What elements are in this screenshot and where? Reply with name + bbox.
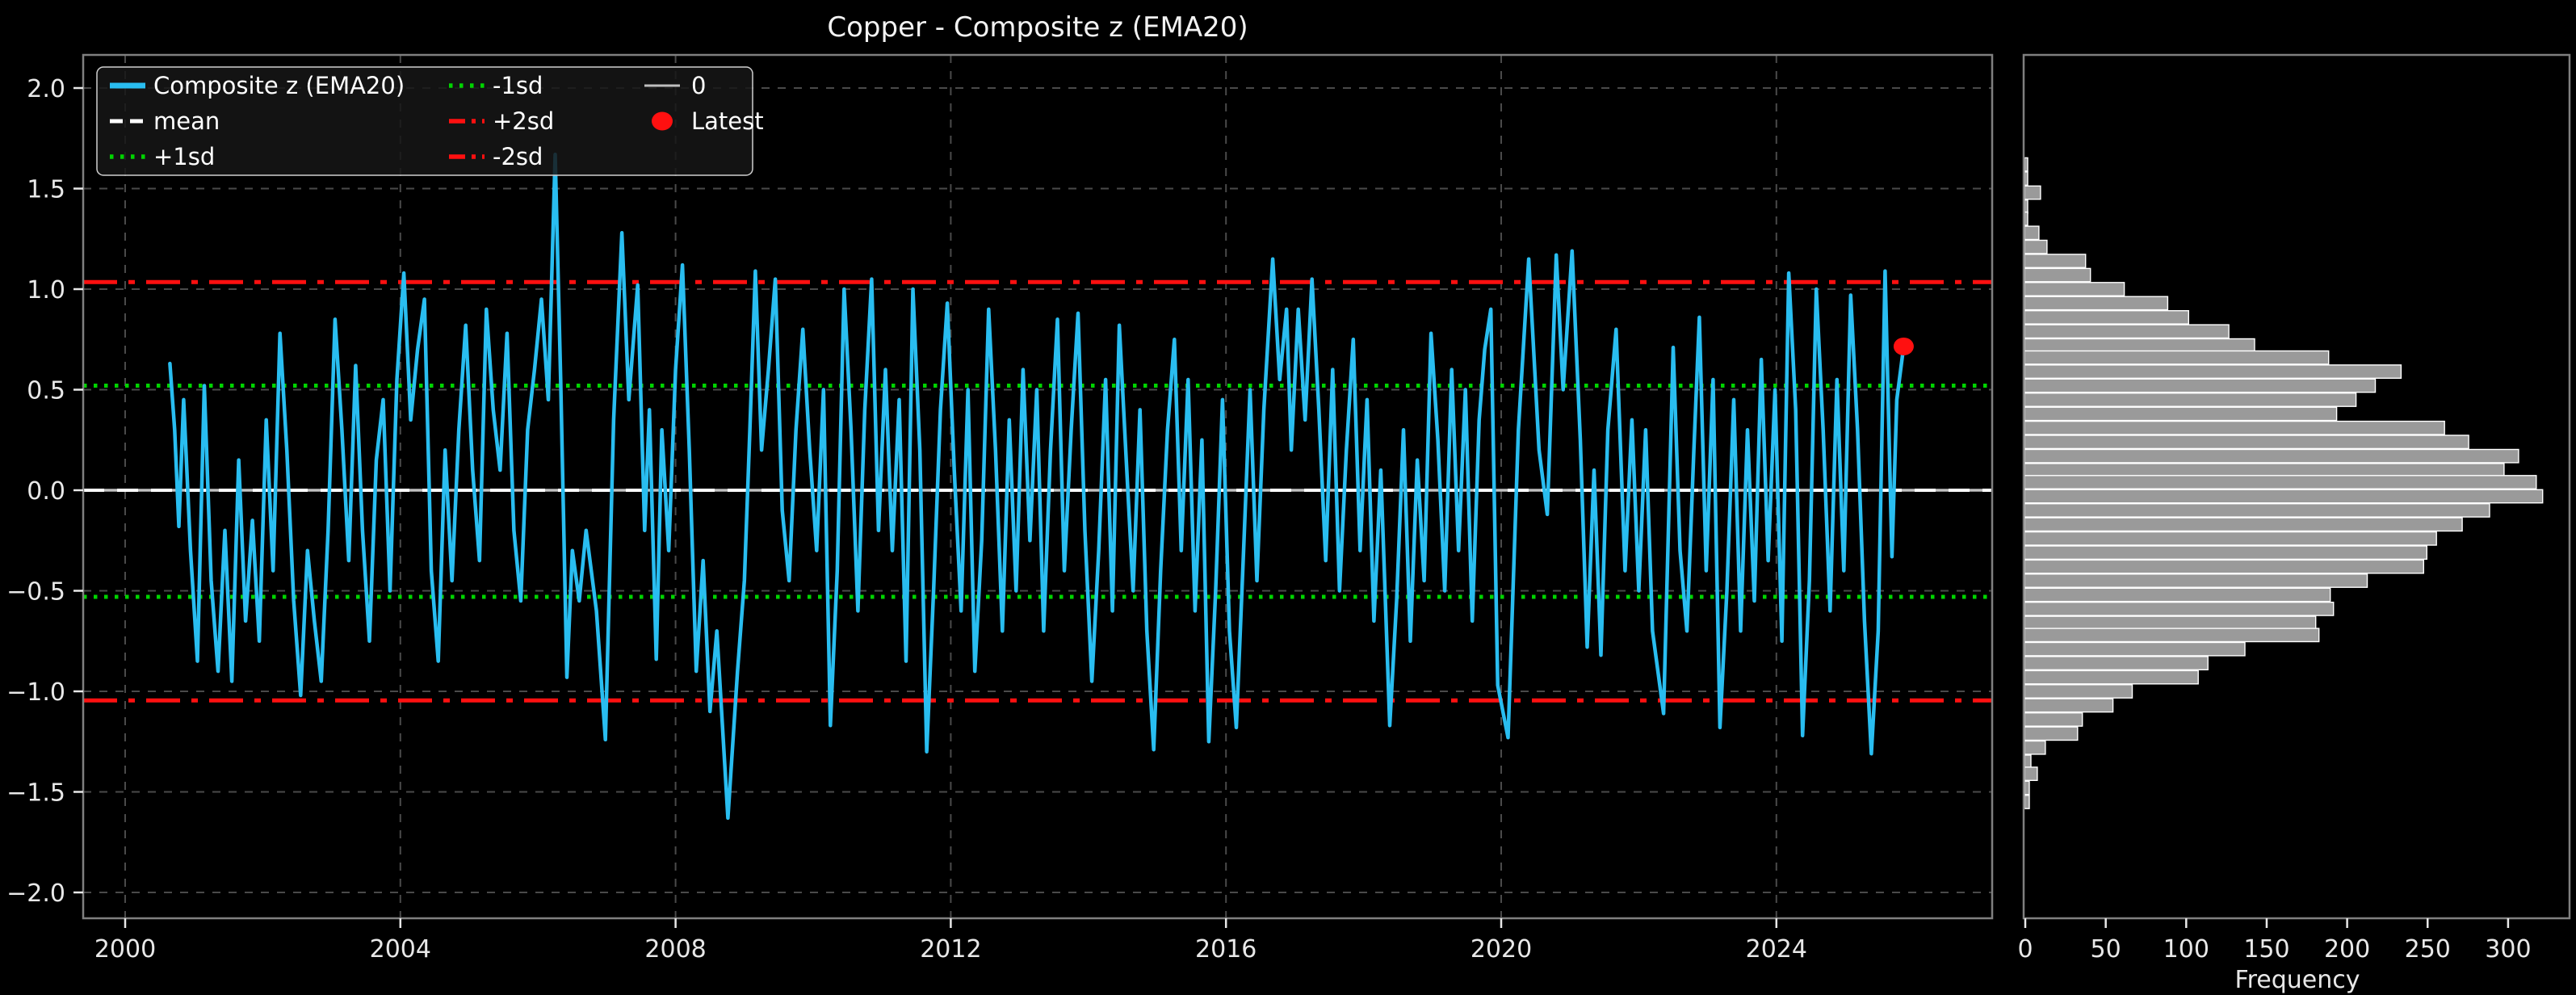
x-tick-label: 2008 [644, 935, 706, 964]
histogram-bar [2024, 754, 2032, 770]
histogram-xlabel: Frequency [2234, 966, 2360, 994]
histogram-bar [2024, 766, 2038, 782]
hist-x-tick-label: 0 [2017, 935, 2033, 964]
y-tick-label: 0.5 [27, 377, 65, 405]
y-tick-label: 1.0 [27, 276, 65, 304]
legend-label: 0 [691, 72, 706, 99]
legend-label: +2sd [493, 107, 554, 135]
histogram-bars [2024, 157, 2544, 809]
histogram-bar [2024, 364, 2402, 379]
histogram-bar [2024, 448, 2519, 464]
legend-label: +1sd [153, 143, 215, 170]
y-tick-label: −0.5 [6, 578, 65, 607]
histogram-bar [2024, 310, 2190, 325]
histogram-bar [2024, 185, 2041, 200]
x-tick-label: 2016 [1195, 935, 1257, 964]
histogram-bar [2024, 503, 2490, 518]
histogram-bar [2024, 656, 2209, 671]
histogram-bar [2024, 475, 2537, 489]
x-tick-label: 2020 [1471, 935, 1532, 964]
reference-lines [83, 279, 1992, 703]
histogram-bar [2024, 157, 2028, 172]
legend-box [96, 66, 753, 176]
histogram-bar [2024, 740, 2046, 755]
y-tick-label: −1.0 [6, 678, 65, 707]
legend-label: Latest [691, 107, 764, 135]
histogram-bar [2024, 684, 2133, 699]
hist-spines [2022, 53, 2571, 920]
histogram-bar [2024, 435, 2469, 450]
legend-label: -2sd [493, 143, 543, 170]
hist-x-tick-label: 50 [2091, 935, 2121, 964]
latest-point [1893, 337, 1914, 355]
histogram-bar [2024, 171, 2028, 186]
y-tick-label: −1.5 [6, 779, 65, 808]
histogram-bar [2024, 698, 2114, 713]
chart-title: Copper - Composite z (EMA20) [827, 11, 1248, 44]
hist-x-tick-label: 100 [2163, 935, 2209, 964]
series-line [168, 152, 1906, 821]
histogram-bar [2024, 378, 2377, 393]
histogram-bar [2024, 406, 2338, 422]
histogram-bar [2024, 615, 2317, 631]
histogram-bar [2024, 267, 2091, 283]
y-tick-label: 1.5 [27, 176, 65, 204]
legend-label: -1sd [493, 72, 543, 99]
histogram-bar [2024, 517, 2463, 532]
histogram-bar [2024, 602, 2335, 616]
histogram-bar [2024, 199, 2028, 214]
x-tick-label: 2004 [370, 935, 431, 964]
histogram-bar [2024, 489, 2544, 504]
histogram-bar [2024, 420, 2445, 435]
histogram-bar [2024, 726, 2079, 741]
legend-label: Composite z (EMA20) [153, 72, 405, 99]
histogram-bar [2024, 296, 2169, 311]
histogram-bar [2024, 239, 2048, 254]
histogram-bar [2024, 338, 2255, 353]
histogram-bar [2024, 350, 2330, 365]
legend-label: mean [153, 107, 220, 135]
histogram-bar [2024, 463, 2505, 478]
histogram-bar [2024, 559, 2424, 574]
hist-x-tick-label: 250 [2405, 935, 2451, 964]
histogram-bar [2024, 225, 2040, 241]
grid-layer [83, 55, 1992, 918]
legend-marker-latest [652, 111, 673, 131]
legend: Composite z (EMA20) mean +1sd -1sd +2sd -2sd 0… [96, 66, 764, 176]
histogram-bar [2024, 393, 2357, 407]
y-tick-label: 2.0 [27, 75, 65, 103]
histogram-bar [2024, 545, 2427, 560]
histogram-bar [2024, 712, 2083, 727]
histogram-bar [2024, 531, 2437, 546]
hist-x-tick-label: 300 [2485, 935, 2531, 964]
histogram-bar [2024, 795, 2030, 809]
x-tick-label: 2012 [920, 935, 981, 964]
series-layer [168, 152, 1906, 821]
y-tick-label: 0.0 [27, 477, 65, 506]
histogram-bar [2024, 628, 2320, 643]
histogram-bar [2024, 324, 2230, 339]
histogram-bar [2024, 587, 2331, 602]
y-tick-label: −2.0 [6, 880, 65, 908]
main-spines [82, 53, 1994, 920]
histogram-bar [2024, 254, 2087, 268]
hist-x-tick-label: 200 [2324, 935, 2370, 964]
histogram-bar [2024, 641, 2246, 657]
histogram-bar [2024, 780, 2030, 796]
axis-layer: 2000 2004 2008 2012 2016 2020 20242.01.51.00.5… [6, 75, 2531, 964]
histogram-bar [2024, 573, 2368, 588]
x-tick-label: 2024 [1746, 935, 1807, 964]
histogram-bar [2024, 211, 2028, 226]
hist-x-tick-label: 150 [2243, 935, 2289, 964]
histogram-bar [2024, 670, 2199, 685]
x-tick-label: 2000 [94, 935, 156, 964]
histogram-bar [2024, 282, 2125, 296]
